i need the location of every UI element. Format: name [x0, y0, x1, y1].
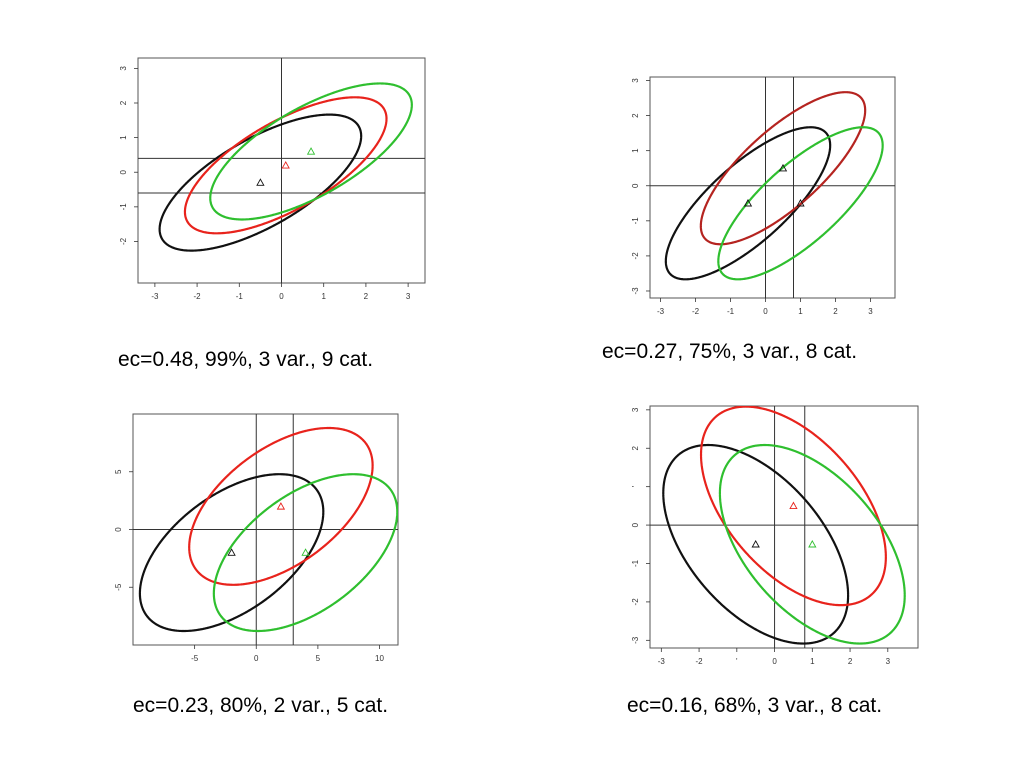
y-tick-label: 1	[631, 148, 640, 153]
plot-area	[138, 58, 425, 283]
y-tick-label: 2	[631, 113, 640, 118]
x-tick-label: -3	[151, 292, 159, 301]
x-tick-label: 1	[798, 307, 803, 316]
center-marker-black	[227, 548, 236, 556]
center-marker-green	[306, 147, 316, 155]
ellipse-green	[718, 443, 906, 645]
x-tick-label: -2	[696, 657, 704, 666]
caption-panel-3: ec=0.23, 80%, 2 var., 5 cat.	[133, 694, 389, 717]
ellipse-darkred	[699, 91, 867, 246]
ellipse-red	[699, 406, 887, 607]
x-tick-label: -2	[194, 292, 202, 301]
ellipse-black	[138, 473, 325, 633]
x-tick-label: 0	[772, 657, 777, 666]
y-tick-label: -2	[119, 237, 128, 245]
x-tick-label: 5	[316, 654, 321, 663]
y-tick-label: -1	[631, 559, 640, 567]
x-tick-label: -1	[727, 307, 735, 316]
y-tick-label: -2	[631, 598, 640, 606]
y-tick-label: 0	[631, 522, 640, 527]
center-marker-green	[301, 548, 310, 556]
y-tick-label: 0	[114, 527, 123, 532]
plot-frame	[649, 405, 919, 649]
plot-panel-4: -3 -2 ' 0 1 2 3 -3 -2 -1 0 ' 2 3	[631, 405, 919, 666]
y-tick-label: 3	[119, 66, 128, 71]
x-tick-label: -5	[191, 654, 199, 663]
ellipse-red	[188, 426, 374, 586]
caption-panel-4: ec=0.16, 68%, 3 var., 8 cat.	[627, 694, 883, 717]
plot-frame	[649, 76, 896, 299]
ellipse-black	[158, 113, 363, 252]
y-tick-label: 5	[114, 469, 123, 474]
y-tick-label: -2	[631, 252, 640, 260]
caption-panel-2: ec=0.27, 75%, 3 var., 8 cat.	[602, 340, 858, 363]
y-tick-label: 3	[631, 407, 640, 412]
y-tick-label: 2	[119, 100, 128, 105]
y-tick-label: -3	[631, 636, 640, 644]
plot-panel-2: -3 -2 -1 0 1 2 3 -3 -2 -1 0 1 2 3	[631, 76, 896, 316]
y-tick-label: 3	[631, 78, 640, 83]
y-tick-label: -1	[631, 217, 640, 225]
y-tick-label: -3	[631, 287, 640, 295]
x-tick-label: 2	[364, 292, 369, 301]
plot-area	[650, 77, 895, 298]
y-tick-label: '	[631, 485, 640, 487]
center-marker-green	[808, 539, 817, 548]
center-marker-black	[778, 163, 788, 172]
center-marker-black	[256, 178, 265, 186]
x-tick-label: 0	[254, 654, 259, 663]
caption-panel-1: ec=0.48, 99%, 3 var., 9 cat.	[118, 348, 374, 371]
center-marker-black	[796, 198, 805, 207]
x-tick-label: 3	[868, 307, 873, 316]
x-tick-label: 3	[406, 292, 411, 301]
plot-panel-1: -3 -2 -1 0 1 2 3 -2 -1 0 1 2 3	[119, 57, 426, 301]
x-tick-label: 2	[848, 657, 853, 666]
ellipse-green	[209, 82, 413, 221]
ellipse-green	[717, 126, 884, 281]
x-tick-label: 0	[279, 292, 284, 301]
x-tick-label: 1	[321, 292, 326, 301]
x-tick-label: -3	[657, 307, 665, 316]
y-tick-label: 0	[119, 169, 128, 174]
ellipse-black	[662, 443, 850, 645]
x-tick-label: -2	[692, 307, 700, 316]
ellipse-green	[212, 473, 398, 633]
center-marker-red	[276, 502, 286, 510]
x-tick-label: 10	[375, 654, 384, 663]
x-tick-label: 3	[886, 657, 891, 666]
center-marker-black	[751, 539, 760, 548]
y-tick-label: -5	[114, 583, 123, 591]
center-marker-red	[789, 501, 798, 510]
ellipse-red	[183, 96, 388, 235]
y-tick-label: 1	[119, 135, 128, 140]
y-tick-label: -1	[119, 203, 128, 211]
x-tick-label: -3	[658, 657, 666, 666]
x-tick-label: -1	[236, 292, 244, 301]
x-tick-label: 2	[833, 307, 838, 316]
plot-area	[650, 406, 918, 648]
y-tick-label: 2	[631, 445, 640, 450]
center-marker-red	[281, 160, 290, 169]
x-tick-label: 1	[810, 657, 815, 666]
center-marker-black	[743, 198, 753, 207]
plot-panel-3: -5 0 5 10 -5 0 5	[114, 413, 399, 663]
plot-area	[133, 414, 398, 645]
x-tick-label: 0	[763, 307, 768, 316]
x-tick-label: '	[736, 657, 738, 666]
ellipse-black	[664, 126, 832, 281]
y-tick-label: 0	[631, 183, 640, 188]
